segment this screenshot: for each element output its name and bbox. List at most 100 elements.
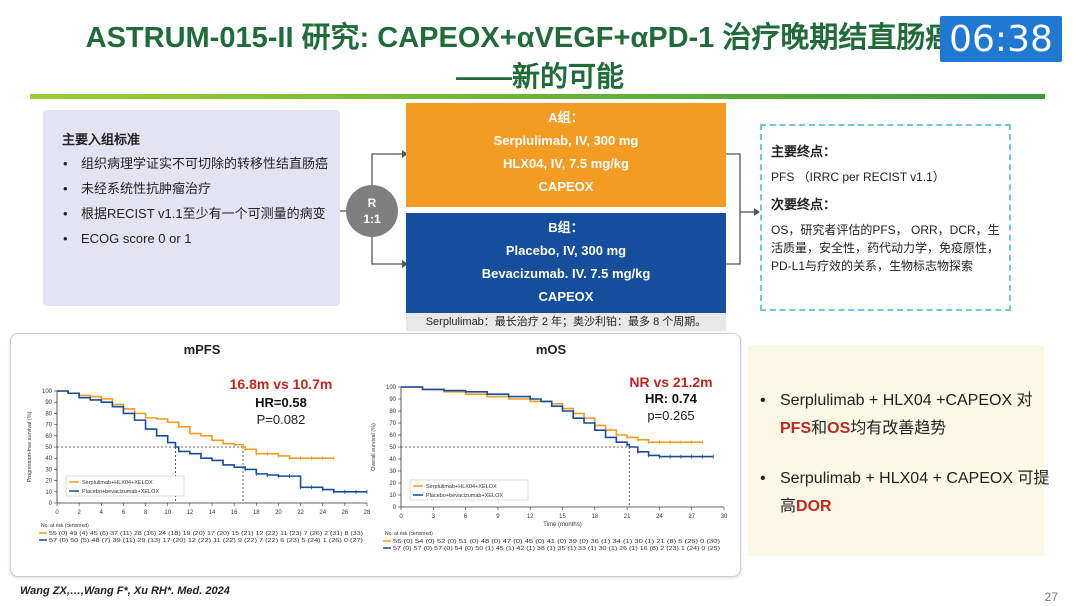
arm-b-drug: Placebo, IV, 300 mg [505,243,627,258]
x-tick-label: 9 [496,514,500,520]
risk-row: 55 (0) 49 (4) 45 (6) 37 (11) 28 (16) 24 … [49,531,363,537]
x-tick-label: 14 [209,510,216,516]
stats-p: P=0.082 [257,412,306,427]
km-charts-panel: mPFS 0 10 20 30 40 50 60 70 80 90 100 0 2 4 6 8 10 12 14 16 1… [10,333,741,577]
y-tick-label: 90 [389,397,396,403]
summary-highlight-pfs: PFS [780,420,812,437]
y-tick-label: 10 [389,493,396,499]
summary-text: Serplulimab + HLX04 +CAPEOX 对 [780,392,1033,409]
criteria-heading: 主要入组标准 [62,132,141,147]
randomization-ratio: 1:1 [363,212,381,226]
x-tick-label: 18 [591,514,598,520]
stats-hr: HR: 0.74 [645,391,698,406]
x-tick-label: 3 [432,514,436,520]
endpoints-panel: 主要终点： PFS （IRRC per RECIST v1.1） 次要终点： O… [760,124,1011,311]
y-tick-label: 80 [389,409,396,415]
risk-row: 55 (0) 54 (0) 52 (0) 51 (0) 48 (0) 47 (0… [393,539,721,545]
x-tick-label: 16 [231,510,238,516]
x-tick-label: 12 [187,510,194,516]
y-tick-label: 60 [389,433,396,439]
y-tick-label: 40 [45,456,52,462]
y-axis-label: Progression-free survival (%) [27,411,33,482]
y-tick-label: 30 [389,469,396,475]
y-tick-label: 30 [45,467,52,473]
y-tick-label: 80 [45,411,52,417]
x-tick-label: 28 [364,510,371,516]
x-tick-label: 24 [319,510,326,516]
summary-bullet-2: Serpulimab + HLX04 + CAPEOX 可提高DOR [760,465,1060,521]
secondary-endpoint-heading: 次要终点： [771,197,837,212]
stats-hr: HR=0.58 [255,395,307,410]
y-tick-label: 20 [45,479,52,485]
summary-bullet-1: Serplulimab + HLX04 +CAPEOX 对 PFS和OS均有改善趋… [760,387,1060,443]
x-tick-label: 8 [144,510,148,516]
arm-b-box: B组： Placebo, IV, 300 mg Bevacizumab. IV.… [406,213,726,317]
risk-row: 57 (0) 50 (5) 48 (7) 39 (11) 29 (13) 17 … [49,538,363,544]
arm-a-drug: Serplulimab, IV, 300 mg [493,133,639,148]
y-tick-label: 100 [42,389,53,395]
x-tick-label: 6 [464,514,468,520]
x-tick-label: 21 [624,514,631,520]
x-tick-label: 15 [559,514,566,520]
arm-a-title: A组： [548,110,584,125]
x-tick-label: 6 [122,510,126,516]
x-tick-label: 18 [253,510,260,516]
x-tick-label: 20 [275,510,282,516]
y-tick-label: 70 [389,421,396,427]
km-curve-serplulimab [57,390,334,459]
criteria-item: ECOG score 0 or 1 [62,228,332,249]
summary-text: 和 [811,420,828,437]
y-tick-label: 40 [389,457,396,463]
y-tick-label: 20 [389,481,396,487]
legend-box [409,479,529,501]
x-tick-label: 22 [297,510,304,516]
km-curve-placebo [57,390,367,493]
legend-label: Serplulimab+HLX04+XELOX [426,484,497,490]
arm-b-drug: Bevacizumab. IV. 7.5 mg/kg [481,266,651,281]
criteria-list: 组织病理学证实不可切除的转移性结直肠癌 未经系统性抗肿瘤治疗 根据RECIST … [62,153,332,253]
arm-a-box: A组： Serplulimab, IV, 300 mg HLX04, IV, 7… [406,103,726,207]
criteria-item: 根据RECIST v1.1至少有一个可测量的病变 [62,203,332,224]
randomization-label: R [367,196,377,210]
randomization-circle: R 1:1 [346,185,398,237]
x-tick-label: 0 [399,514,403,520]
arm-b-title: B组： [548,220,584,235]
y-tick-label: 10 [45,490,52,496]
stats-headline: NR vs 21.2m [629,374,712,390]
km-curve-serplulimab [401,386,703,443]
citation: Wang ZX,…,Wang F*, Xu RH*. Med. 2024 [20,585,230,597]
title-divider [30,94,1045,99]
summary-text: Serpulimab + HLX04 + CAPEOX 可提高 [780,470,1050,515]
x-tick-label: 24 [656,514,663,520]
y-tick-label: 50 [389,445,396,451]
risk-row: 57 (0) 57 (0) 57 (0) 54 (0) 50 (1) 45 (1… [393,546,720,552]
primary-endpoint-text: PFS （IRRC per RECIST v1.1） [771,170,945,184]
arm-note: Serplulimab：最长治疗 2 年；奥沙利铂：最多 8 个周期。 [406,313,726,331]
x-tick-label: 2 [77,510,81,516]
x-tick-label: 10 [164,510,171,516]
chart-title: mOS [536,342,567,357]
y-tick-label: 70 [45,423,52,429]
x-tick-label: 26 [342,510,349,516]
legend-label: Serplulimab+HLX04+XELOX [82,480,153,486]
page-number: 27 [1044,590,1058,604]
arm-a-drug: HLX04, IV, 7.5 mg/kg [503,156,629,171]
y-tick-label: 60 [45,434,52,440]
legend-label: Placebo+bevacizumab+XELOX [426,493,503,499]
stats-p: p=0.265 [647,408,694,423]
x-tick-label: 12 [527,514,534,520]
x-tick-label: 4 [100,510,104,516]
summary-panel: Serplulimab + HLX04 +CAPEOX 对 PFS和OS均有改善趋… [748,345,1049,556]
x-tick-label: 27 [688,514,695,520]
y-axis-label: Overall survival (%) [371,423,377,471]
y-tick-label: 100 [386,385,397,391]
stats-headline: 16.8m vs 10.7m [230,376,333,392]
timer-badge: 06:38 [940,16,1062,62]
y-tick-label: 90 [45,400,52,406]
y-tick-label: 0 [49,501,53,507]
slide-title: ASTRUM-015-II 研究: CAPEOX+αVEGF+αPD-1 治疗晚… [85,22,955,54]
slide-subtitle: ——新的可能 [455,61,624,92]
legend-label: Placebo+bevacizumab+XELOX [82,489,159,495]
